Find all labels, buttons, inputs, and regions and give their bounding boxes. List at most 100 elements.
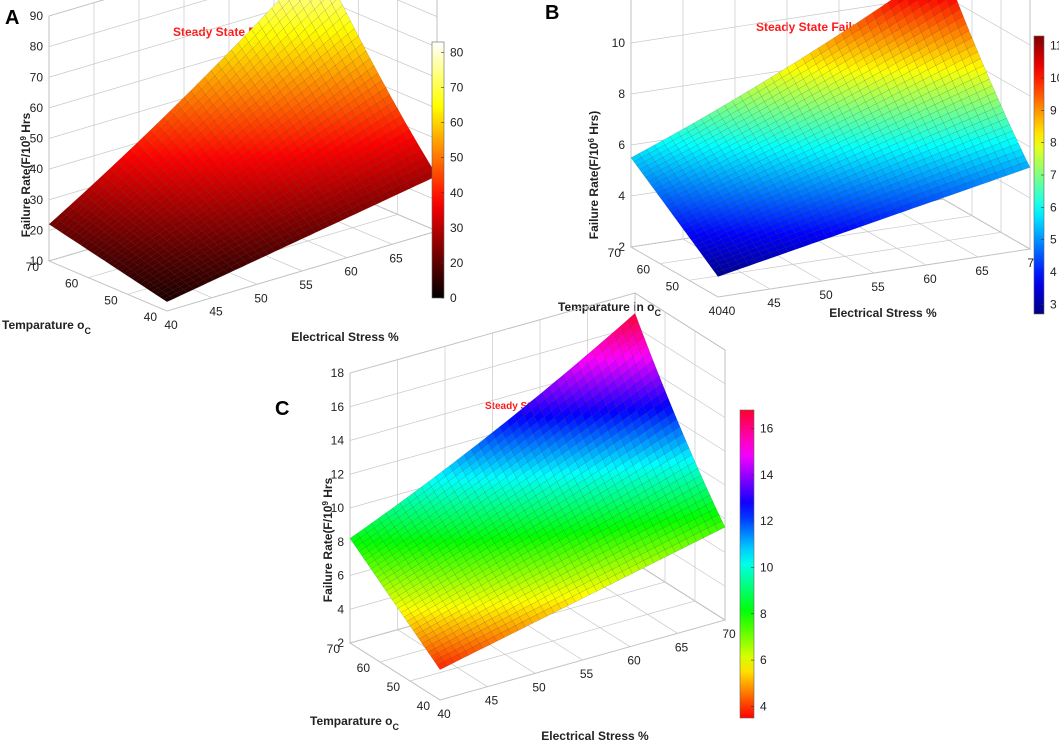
z-tick-label: 4 [337, 602, 344, 616]
y-tick-label: 50 [104, 293, 118, 307]
surface-cell [978, 72, 990, 84]
z-tick-label: 90 [30, 9, 44, 23]
z-tick-label: 8 [618, 87, 625, 101]
surface-cell [347, 28, 359, 42]
x-tick-label: 60 [627, 654, 641, 668]
colorbar-tick-label: 6 [1050, 200, 1057, 214]
z-tick-label: 14 [331, 434, 345, 448]
z-tick-label: 16 [331, 400, 345, 414]
colorbar-tick-label: 16 [760, 422, 774, 436]
z-tick-label: 18 [331, 366, 345, 380]
y-tick-label: 40 [417, 699, 431, 713]
y-tick-label: 50 [387, 680, 401, 694]
colorbar-tick-label: 8 [760, 607, 767, 621]
colorbar-tick-label: 30 [450, 221, 464, 235]
x-axis-label: Electrical Stress % [291, 330, 399, 344]
surface [48, 0, 438, 302]
z-tick-label: 30 [30, 193, 44, 207]
colorbar [431, 41, 445, 299]
z-tick-label: 2 [337, 636, 344, 650]
surface-cell [1019, 161, 1031, 171]
x-tick-label: 60 [923, 272, 937, 286]
y-gridline [717, 0, 1031, 298]
surface-cell [309, 0, 313, 3]
x-tick-label: 50 [254, 291, 268, 305]
y-axis-label: Temparature in oC [558, 300, 661, 318]
x-tick-label: 65 [975, 264, 989, 278]
z-tick-label: 4 [618, 189, 625, 203]
surface-cell [319, 0, 325, 3]
colorbar-tick-label: 7 [1050, 168, 1057, 182]
surface-cell [964, 37, 976, 50]
y-tick-label: 40 [144, 310, 158, 324]
x-tick-label: 55 [299, 278, 313, 292]
x-tick-label: 55 [580, 667, 594, 681]
z-axis-label: Failure Rate(F/106 Hrs) [587, 111, 602, 240]
colorbar-tick-label: 70 [450, 81, 464, 95]
y-tick-label: 70 [327, 642, 341, 656]
z-tick-label: 60 [30, 101, 44, 115]
surface-cell [927, 0, 932, 3]
colorbar-tick-label: 4 [760, 699, 767, 713]
z-tick-label: 10 [331, 501, 345, 515]
colorbar-tick-label: 9 [1050, 103, 1057, 117]
colorbar-tick-label: 0 [450, 291, 457, 305]
surface-cell [993, 105, 1005, 116]
surface-cell [321, 0, 333, 11]
x-tick-label: 50 [819, 288, 833, 302]
surface-cell [897, 0, 905, 4]
z-tick-label: 50 [30, 132, 44, 146]
colorbar-tick-label: 10 [760, 560, 774, 574]
x-tick-label: 65 [675, 640, 689, 654]
y-gridline [688, 0, 1002, 281]
x-tick-label: 70 [722, 627, 736, 641]
z-tick-label: 12 [331, 467, 345, 481]
z-tick-label: 6 [618, 138, 625, 152]
panel-letter: C [275, 398, 289, 420]
x-tick-label: 45 [209, 305, 223, 319]
x-axis-label: Electrical Stress % [541, 729, 649, 743]
colorbar-tick-label: 6 [760, 653, 767, 667]
surface-cell [371, 72, 383, 86]
z-tick-label: 10 [30, 254, 44, 268]
colorbar-tick-label: 40 [450, 186, 464, 200]
colorbar-tick-label: 50 [450, 151, 464, 165]
y-axis-label: Temparature oC [310, 714, 399, 732]
y-tick-label: 70 [26, 260, 40, 274]
colorbar-tick-label: 60 [450, 116, 464, 130]
z-tick-label: 70 [30, 70, 44, 84]
z-gridline [349, 292, 726, 374]
colorbar [739, 409, 755, 719]
x-tick-label: 60 [344, 265, 358, 279]
y-tick-label: 50 [666, 279, 680, 293]
surface-cell [378, 87, 390, 100]
colorbar-tick-label: 14 [760, 468, 774, 482]
z-tick-label: 10 [612, 36, 626, 50]
colorbar-tick-label: 4 [1050, 265, 1057, 279]
y-axis-label: Temparature oC [2, 318, 91, 336]
colorbar-tick-label: 8 [1050, 136, 1057, 150]
surface-cell [949, 1, 961, 15]
surface-cell [402, 129, 414, 141]
x-tick-label: 65 [389, 251, 403, 265]
z-axis-label: Failure Rate(F/109 Hrs [321, 477, 336, 602]
z-gridline [48, 0, 105, 17]
panel-letter: A [5, 7, 19, 29]
surface [349, 313, 726, 670]
x-tick-label: 55 [871, 280, 885, 294]
y-gridline [439, 350, 726, 701]
y-tick-label: 60 [637, 263, 651, 277]
colorbar-tick-label: 20 [450, 256, 464, 270]
surface-cell [329, 0, 337, 5]
colorbar-tick-label: 12 [760, 514, 774, 528]
surface-cell [288, 0, 291, 2]
y-tick-label: 70 [608, 246, 622, 260]
x-tick-label: 45 [485, 694, 499, 708]
colorbar-tick-label: 3 [1050, 297, 1057, 311]
x-tick-label: 40 [437, 707, 451, 721]
y-tick-label: 60 [357, 661, 371, 675]
